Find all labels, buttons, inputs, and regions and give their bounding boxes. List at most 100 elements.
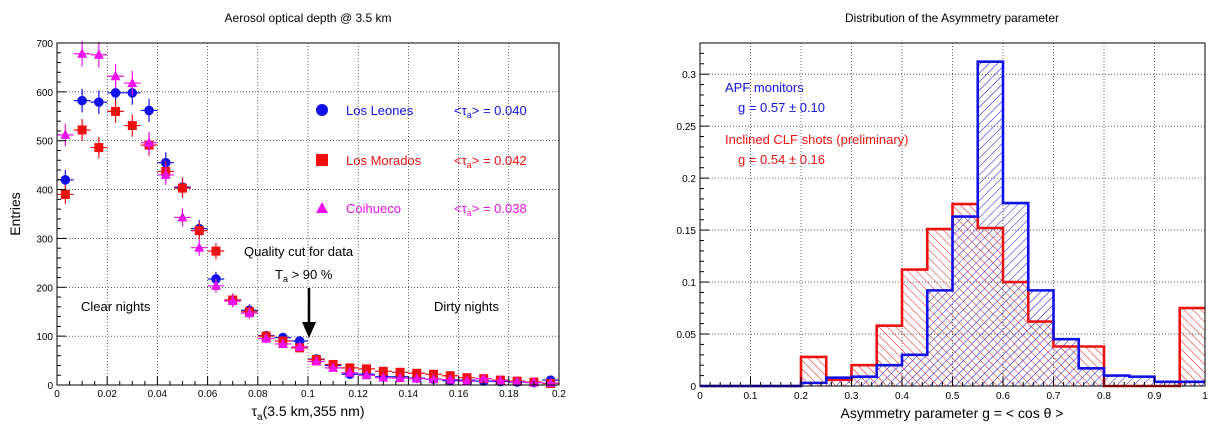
los-morados-point <box>111 106 121 116</box>
aod-series <box>57 41 559 389</box>
asymmetry-x-tick-label: 1 <box>1202 391 1208 402</box>
aod-y-axis-label: Entries <box>7 192 23 236</box>
aod-x-tick-label: 0.16 <box>449 389 469 400</box>
legend-mean-los-morados-main: <τ <box>454 153 468 168</box>
asymmetry-legend: APF monitors g = 0.57 ± 0.10 Inclined CL… <box>725 80 909 167</box>
los-leones-point <box>94 97 104 107</box>
aod-annotations: Quality cut for data Ta > 90 % Clear nig… <box>81 244 500 338</box>
coihueco-point <box>311 356 322 366</box>
coihueco-point <box>328 362 339 372</box>
apf-monitors-bar <box>1154 381 1180 386</box>
los-morados-point <box>60 189 70 199</box>
transmission-cut-label: Ta > 90 % <box>275 267 333 284</box>
asymmetry-chart: Distribution of the Asymmetry parameter … <box>677 11 1208 421</box>
aod-x-tick-label: 0.02 <box>97 389 117 400</box>
apf-monitors-bar <box>851 376 877 386</box>
coihueco-point <box>344 367 355 377</box>
asymmetry-x-tick-label: 0.7 <box>1047 391 1061 402</box>
legend-mean-los-morados-value: > = 0.042 <box>472 153 527 168</box>
apf-monitors-outline <box>700 60 1205 388</box>
legend-marker-los-leones <box>316 104 328 116</box>
apf-monitors-bar <box>977 61 1003 386</box>
legend-mean-los-leones-value: > = 0.040 <box>472 103 527 118</box>
clf-shots-bar <box>1179 308 1205 386</box>
coihueco-point <box>277 338 288 348</box>
asymmetry-histograms <box>700 60 1205 388</box>
coihueco-point <box>77 48 88 58</box>
aod-y-tick-label: 300 <box>36 234 53 245</box>
transmission-cut-main: T <box>275 267 283 282</box>
asymmetry-x-tick-label: 0.8 <box>1097 391 1111 402</box>
los-morados-point <box>178 183 187 193</box>
legend-mean-los-leones-sub: a <box>467 110 472 120</box>
asymmetry-axes: 0 0.1 0.2 0.3 0.4 0.5 0.6 0.7 0.8 0.9 1 0 0.05 0.1 0.1… <box>677 42 1208 402</box>
los-morados-point <box>94 143 104 153</box>
coihueco-point <box>177 211 188 222</box>
legend-apf-stat: g = 0.57 ± 0.10 <box>738 100 825 115</box>
aod-x-axis-label: τa(3.5 km,355 nm) <box>251 403 364 423</box>
apf-monitors-bar <box>1179 381 1205 386</box>
aod-chart-title: Aerosol optical depth @ 3.5 km <box>225 11 392 25</box>
legend-mean-los-leones: <τa> = 0.040 <box>454 103 527 120</box>
legend-label-coihueco: Coihueco <box>346 201 401 216</box>
aod-y-tick-label: 100 <box>36 332 53 343</box>
los-morados-point <box>395 367 405 377</box>
coihueco-point <box>445 374 456 384</box>
legend-mean-los-morados: <τa> = 0.042 <box>454 153 527 170</box>
aod-x-tick-label: 0.14 <box>399 389 419 400</box>
coihueco-point <box>210 280 221 290</box>
apf-monitors-bar <box>952 216 978 386</box>
coihueco-point <box>428 373 439 384</box>
aod-x-axis-label-main: τ <box>251 403 257 419</box>
aod-grid <box>57 43 559 385</box>
aod-y-tick-label: 400 <box>36 186 53 197</box>
asymmetry-x-tick-label: 0.3 <box>845 391 859 402</box>
transmission-cut-rest: > 90 % <box>288 267 333 282</box>
legend-clf-stat-value: g = 0.54 <box>738 152 785 167</box>
los-morados-point <box>362 364 372 374</box>
apf-monitors-bar <box>927 290 953 386</box>
legend-apf-pm-sign: ± <box>785 100 799 115</box>
asymmetry-x-tick-label: 0.4 <box>895 391 909 402</box>
asymmetry-y-tick-label: 0 <box>690 382 696 393</box>
coihueco-point <box>395 372 406 383</box>
clear-nights-label: Clear nights <box>81 299 151 314</box>
aod-x-tick-label: 0.18 <box>499 389 519 400</box>
asymmetry-x-tick-label: 0 <box>697 391 703 402</box>
aod-chart: Aerosol optical depth @ 3.5 km 0 0.02 0.04… <box>7 11 566 423</box>
aod-legend: Los Leones <τa> = 0.040 Los Morados <τa>… <box>316 103 527 218</box>
coihueco-point <box>361 369 372 380</box>
legend-apf-stat-error: 0.10 <box>800 100 825 115</box>
aod-x-axis-label-sub: a <box>257 412 263 423</box>
asymmetry-y-tick-label: 0.2 <box>682 174 696 185</box>
legend-marker-los-morados <box>316 154 328 166</box>
aod-y-tick-label: 700 <box>36 39 53 50</box>
los-leones-point <box>60 175 71 185</box>
los-leones-point <box>77 95 87 106</box>
legend-mean-los-leones-main: <τ <box>454 103 468 118</box>
apf-monitors-bar <box>876 365 902 386</box>
coihueco-point <box>378 372 389 382</box>
apf-monitors-bar <box>1129 376 1155 386</box>
coihueco-point <box>60 129 71 139</box>
coihueco-point <box>261 333 272 343</box>
coihueco-point <box>93 49 104 59</box>
clf-shots-bar <box>801 356 827 386</box>
coihueco-point <box>478 373 489 383</box>
dirty-nights-label: Dirty nights <box>434 299 500 314</box>
legend-mean-los-morados-sub: a <box>467 160 472 170</box>
apf-monitors-bar <box>801 382 827 386</box>
asymmetry-y-tick-label: 0.15 <box>677 226 697 237</box>
legend-marker-coihueco <box>316 202 328 213</box>
aod-x-axis-label-rest: (3.5 km,355 nm) <box>263 403 365 419</box>
legend-mean-coihueco-value: > = 0.038 <box>472 201 527 216</box>
asymmetry-x-tick-label: 0.6 <box>996 391 1010 402</box>
legend-clf-pm-sign: ± <box>785 152 799 167</box>
los-morados-point <box>378 366 388 376</box>
aod-x-tick-label: 0.08 <box>248 389 268 400</box>
aod-x-tick-label: 0.04 <box>148 389 168 400</box>
transmission-cut-sub: a <box>283 274 288 284</box>
los-morados-point <box>127 121 137 131</box>
asymmetry-y-tick-label: 0.25 <box>677 122 697 133</box>
los-morados-point <box>194 226 204 236</box>
